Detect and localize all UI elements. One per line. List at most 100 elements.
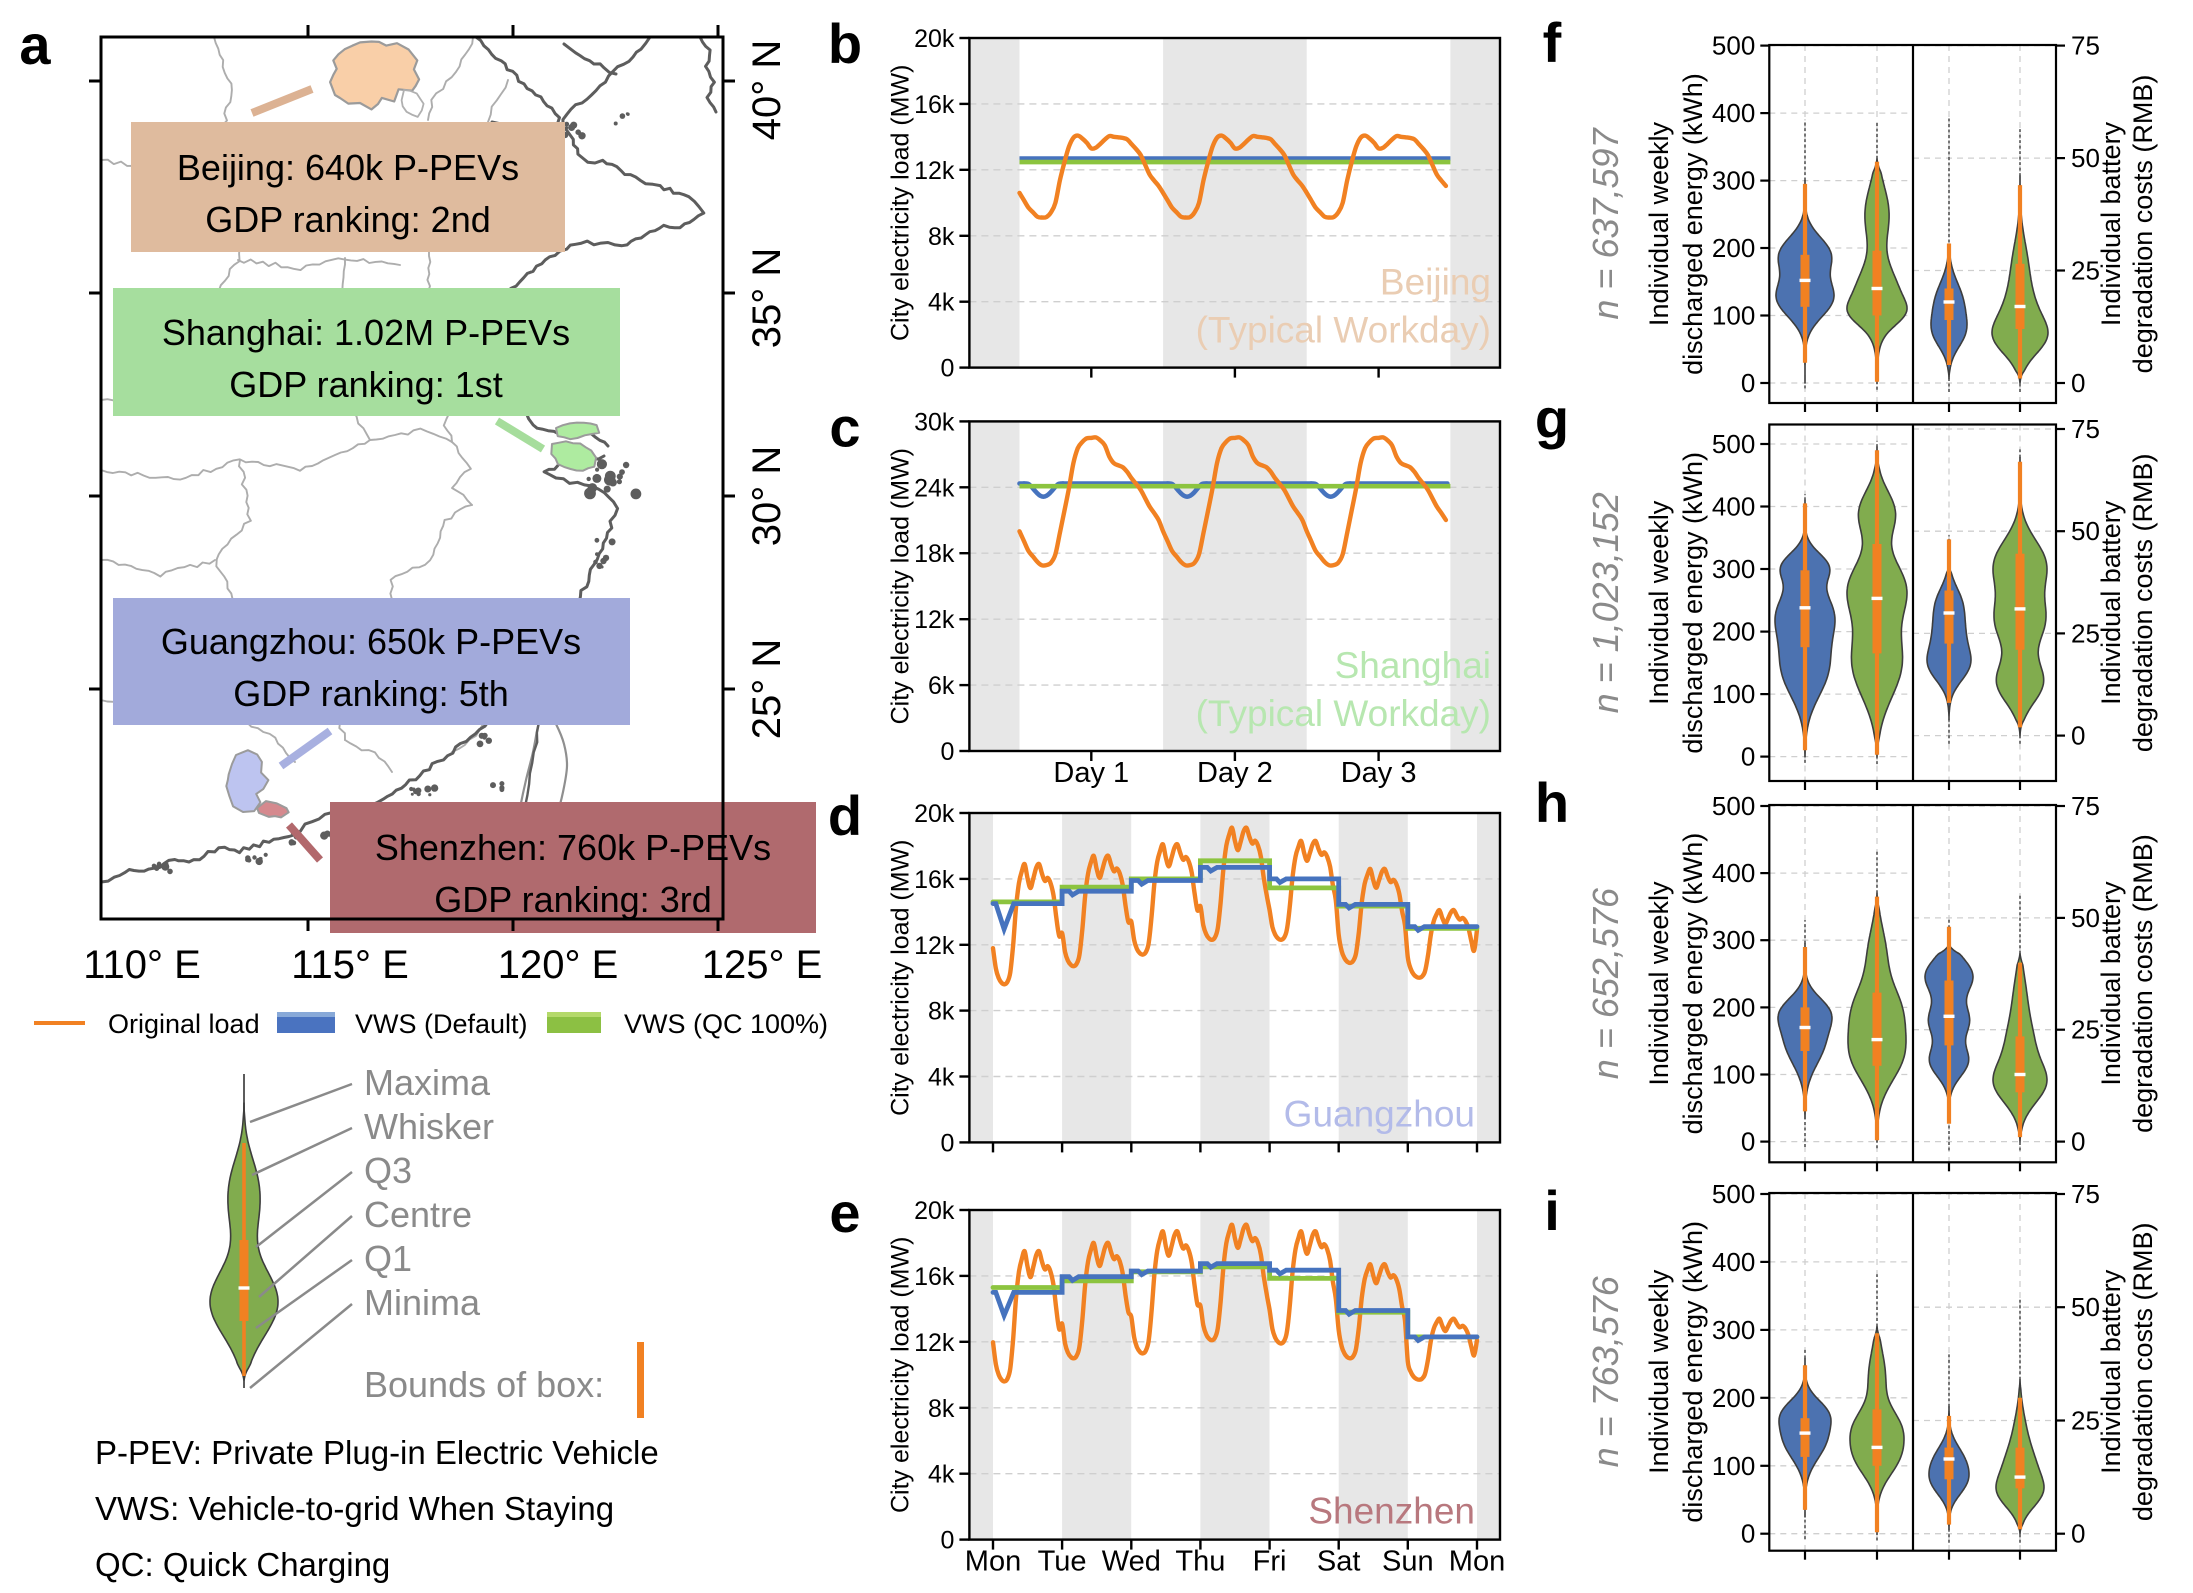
- svg-text:125° E: 125° E: [702, 943, 823, 987]
- svg-text:110° E: 110° E: [83, 943, 201, 987]
- svg-text:0: 0: [2071, 368, 2085, 398]
- svg-text:Bounds of box:: Bounds of box:: [364, 1364, 604, 1405]
- svg-text:Shanghai: Shanghai: [1335, 645, 1491, 686]
- svg-text:50: 50: [2071, 516, 2100, 546]
- svg-text:300: 300: [1712, 1315, 1755, 1345]
- svg-text:500: 500: [1712, 31, 1755, 61]
- svg-text:75: 75: [2071, 31, 2100, 61]
- svg-text:0: 0: [1741, 1519, 1755, 1549]
- svg-text:discharged energy (kWh): discharged energy (kWh): [1678, 833, 1708, 1135]
- svg-text:12k: 12k: [914, 1329, 955, 1357]
- svg-text:VWS (Default): VWS (Default): [355, 1009, 528, 1039]
- svg-text:Guangzhou: 650k P-PEVs: Guangzhou: 650k P-PEVs: [161, 621, 581, 662]
- svg-text:c: c: [829, 395, 860, 458]
- svg-text:Individual battery: Individual battery: [2096, 1269, 2126, 1474]
- svg-text:30k: 30k: [914, 408, 955, 436]
- svg-text:Centre: Centre: [364, 1194, 472, 1235]
- svg-text:n = 1,023,152: n = 1,023,152: [1585, 492, 1626, 713]
- svg-text:75: 75: [2071, 414, 2100, 444]
- svg-text:16k: 16k: [914, 91, 955, 119]
- svg-text:Individual weekly: Individual weekly: [1644, 1269, 1674, 1474]
- svg-text:0: 0: [940, 738, 954, 766]
- svg-text:Minima: Minima: [364, 1282, 481, 1323]
- svg-text:discharged energy (kWh): discharged energy (kWh): [1678, 452, 1708, 754]
- svg-text:Thu: Thu: [1175, 1546, 1225, 1578]
- svg-text:25: 25: [2071, 1015, 2100, 1045]
- svg-text:6k: 6k: [928, 672, 955, 700]
- svg-text:GDP ranking: 3rd: GDP ranking: 3rd: [434, 879, 711, 920]
- svg-text:100: 100: [1712, 1451, 1755, 1481]
- svg-text:0: 0: [2071, 1127, 2085, 1157]
- svg-text:Individual weekly: Individual weekly: [1644, 500, 1674, 705]
- svg-text:300: 300: [1712, 166, 1755, 196]
- svg-text:8k: 8k: [928, 1395, 955, 1423]
- svg-text:50: 50: [2071, 1292, 2100, 1322]
- svg-text:20k: 20k: [914, 800, 955, 828]
- svg-text:City electricity load (MW): City electricity load (MW): [886, 1237, 914, 1513]
- svg-text:200: 200: [1712, 992, 1755, 1022]
- svg-text:b: b: [828, 12, 862, 75]
- svg-text:Maxima: Maxima: [364, 1062, 491, 1103]
- svg-text:0: 0: [940, 355, 954, 383]
- svg-text:100: 100: [1712, 1060, 1755, 1090]
- svg-text:35° N: 35° N: [745, 248, 789, 349]
- svg-text:degradation costs (RMB): degradation costs (RMB): [2128, 834, 2158, 1133]
- svg-text:Day 3: Day 3: [1341, 757, 1417, 789]
- svg-text:16k: 16k: [914, 866, 955, 894]
- svg-text:n = 637,597: n = 637,597: [1585, 126, 1626, 319]
- svg-text:500: 500: [1712, 791, 1755, 821]
- svg-text:Beijing: 640k P-PEVs: Beijing: 640k P-PEVs: [177, 147, 519, 188]
- svg-text:Mon: Mon: [965, 1546, 1021, 1578]
- svg-text:Q1: Q1: [364, 1238, 412, 1279]
- svg-text:0: 0: [940, 1129, 954, 1157]
- svg-text:Day 1: Day 1: [1053, 757, 1129, 789]
- svg-text:Sun: Sun: [1382, 1546, 1434, 1578]
- svg-text:g: g: [1535, 387, 1569, 450]
- svg-text:0: 0: [1741, 1127, 1755, 1157]
- svg-text:0: 0: [1741, 368, 1755, 398]
- svg-text:4k: 4k: [928, 289, 955, 317]
- svg-text:discharged energy (kWh): discharged energy (kWh): [1678, 73, 1708, 375]
- svg-text:Shenzhen: 760k P-PEVs: Shenzhen: 760k P-PEVs: [375, 827, 771, 868]
- svg-text:50: 50: [2071, 143, 2100, 173]
- svg-text:f: f: [1543, 11, 1562, 74]
- svg-text:12k: 12k: [914, 157, 955, 185]
- svg-text:Original load: Original load: [108, 1009, 260, 1039]
- svg-text:d: d: [828, 784, 862, 847]
- svg-text:8k: 8k: [928, 998, 955, 1026]
- svg-text:400: 400: [1712, 98, 1755, 128]
- svg-text:4k: 4k: [928, 1064, 955, 1092]
- svg-text:e: e: [829, 1181, 860, 1244]
- svg-text:0: 0: [940, 1527, 954, 1555]
- svg-text:20k: 20k: [914, 25, 955, 53]
- svg-text:0: 0: [1741, 742, 1755, 772]
- svg-text:Sat: Sat: [1317, 1546, 1361, 1578]
- svg-text:75: 75: [2071, 791, 2100, 821]
- svg-text:25: 25: [2071, 1406, 2100, 1436]
- svg-text:Beijing: Beijing: [1380, 262, 1491, 303]
- svg-text:VWS: Vehicle-to-grid When Stay: VWS: Vehicle-to-grid When Staying: [95, 1490, 614, 1527]
- svg-text:40° N: 40° N: [745, 40, 789, 141]
- svg-text:12k: 12k: [914, 606, 955, 634]
- svg-text:h: h: [1535, 771, 1569, 834]
- svg-text:degradation costs (RMB): degradation costs (RMB): [2128, 75, 2158, 374]
- svg-text:degradation costs (RMB): degradation costs (RMB): [2128, 1222, 2158, 1521]
- svg-text:GDP ranking: 1st: GDP ranking: 1st: [229, 364, 502, 405]
- svg-text:500: 500: [1712, 429, 1755, 459]
- svg-text:25: 25: [2071, 256, 2100, 286]
- svg-text:Day 2: Day 2: [1197, 757, 1273, 789]
- svg-text:16k: 16k: [914, 1263, 955, 1291]
- svg-text:City electricity load (MW): City electricity load (MW): [886, 448, 914, 724]
- svg-text:Q3: Q3: [364, 1150, 412, 1191]
- svg-text:Guangzhou: Guangzhou: [1284, 1093, 1475, 1134]
- svg-text:degradation costs (RMB): degradation costs (RMB): [2128, 453, 2158, 752]
- svg-text:115° E: 115° E: [291, 943, 409, 987]
- svg-text:discharged energy (kWh): discharged energy (kWh): [1678, 1221, 1708, 1523]
- svg-text:300: 300: [1712, 554, 1755, 584]
- svg-text:200: 200: [1712, 1383, 1755, 1413]
- svg-text:30° N: 30° N: [745, 446, 789, 547]
- svg-text:4k: 4k: [928, 1461, 955, 1489]
- svg-text:P-PEV: Private Plug-in Electri: P-PEV: Private Plug-in Electric Vehicle: [95, 1434, 659, 1471]
- svg-text:City electricity load (MW): City electricity load (MW): [886, 65, 914, 341]
- svg-text:20k: 20k: [914, 1197, 955, 1225]
